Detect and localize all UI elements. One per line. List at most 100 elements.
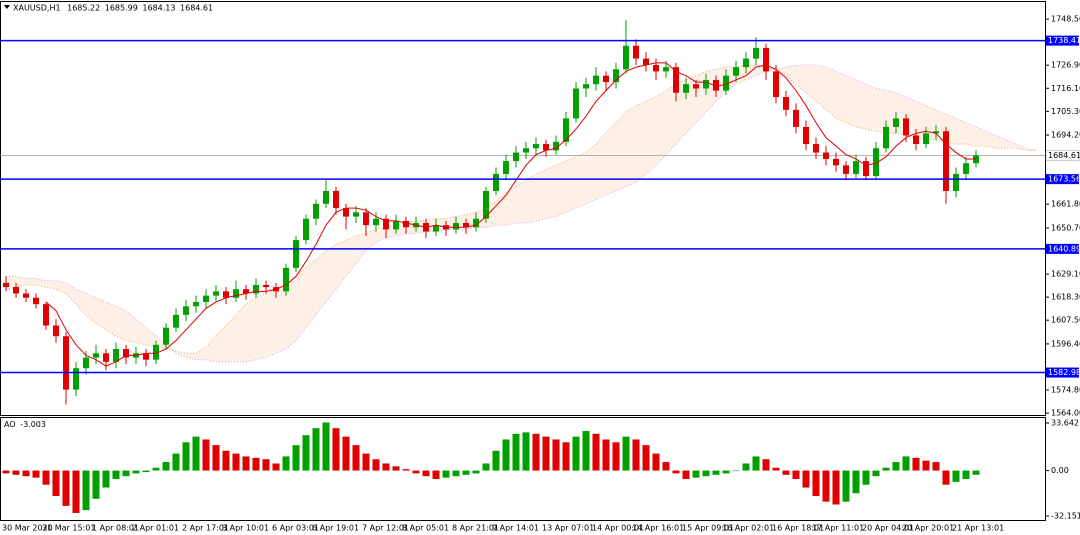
y-tick-label: 1694.20: [1051, 131, 1080, 140]
moving-average: [45, 62, 976, 367]
x-tick-label: 31 Mar 15:01: [42, 524, 95, 533]
ao-bar: [922, 460, 930, 471]
x-tick-label: 16 Apr 02:01: [722, 524, 774, 533]
ao-bar: [322, 422, 330, 471]
chart-header: XAUUSD,H1 1685.22 1685.99 1684.13 1684.6…: [13, 3, 213, 12]
ao-bar: [232, 453, 240, 471]
candle-body: [733, 67, 739, 76]
candle-body: [23, 293, 29, 298]
symbol: XAUUSD,H1: [13, 3, 61, 12]
ao-bar: [62, 470, 70, 506]
ao-bar: [652, 453, 660, 471]
ao-bar: [352, 445, 360, 471]
y-tick-label: 1618.30: [1051, 293, 1080, 302]
ao-bar: [682, 470, 690, 480]
candle-body: [223, 291, 229, 298]
candle-body: [73, 368, 79, 390]
ao-bar: [292, 445, 300, 471]
dropdown-icon[interactable]: [4, 5, 10, 9]
ao-bar: [302, 435, 310, 471]
ao-bar: [432, 470, 440, 480]
ao-bar: [92, 470, 100, 499]
ao-bar: [452, 470, 460, 477]
ao-bar: [662, 462, 670, 471]
ao-y-tick-label: 0.00: [1051, 466, 1069, 475]
ao-bar: [462, 470, 470, 475]
candle-body: [653, 64, 659, 72]
candle-body: [943, 131, 949, 191]
candle-body: [593, 75, 599, 85]
candle-body: [483, 190, 489, 219]
low: 1684.13: [142, 3, 175, 12]
ao-bar: [152, 467, 160, 471]
ao-bar: [252, 457, 260, 471]
candle-body: [383, 218, 389, 230]
ao-bar: [932, 462, 940, 471]
ao-bar: [42, 470, 50, 485]
ao-bar: [592, 433, 600, 471]
candle-body: [353, 212, 359, 217]
ao-bar: [952, 470, 960, 482]
y-tick-label: 1705.30: [1051, 107, 1080, 116]
ao-bar: [702, 470, 710, 477]
ao-bar: [862, 470, 870, 485]
ao-bar: [82, 470, 90, 511]
candle-body: [703, 79, 709, 89]
ao-bar: [882, 467, 890, 471]
candle-body: [743, 58, 749, 68]
ao-bar: [942, 470, 950, 485]
candle-body: [243, 289, 249, 294]
candle-body: [903, 118, 909, 136]
ao-bar: [832, 470, 840, 505]
candle-body: [453, 223, 459, 230]
candle-body: [753, 47, 759, 59]
ao-bar: [522, 432, 530, 471]
candle-body: [823, 152, 829, 159]
candle-body: [323, 190, 329, 204]
candle-body: [783, 97, 789, 110]
ao-bar: [792, 470, 800, 480]
candle-body: [363, 212, 369, 226]
y-tick-label: 1650.70: [1051, 223, 1080, 232]
candle-body: [933, 131, 939, 134]
candle-body: [603, 75, 609, 83]
candle-body: [153, 344, 159, 360]
ao-bar: [112, 470, 120, 480]
ao-bar: [482, 463, 490, 471]
ao-bar: [172, 453, 180, 471]
ao-bar: [192, 436, 200, 471]
ao-bar: [872, 470, 880, 477]
ao-bar: [412, 470, 420, 474]
candle-body: [193, 302, 199, 307]
ao-bar: [242, 456, 250, 471]
ao-bar: [722, 470, 730, 474]
ao-bar: [402, 469, 410, 471]
candle-body: [633, 45, 639, 59]
ao-bar: [622, 436, 630, 471]
x-tick-label: 13 Apr 07:01: [542, 524, 594, 533]
ao-value: -3.003: [20, 420, 46, 429]
ao-bar: [812, 470, 820, 496]
ao-bar: [602, 439, 610, 471]
candle-body: [3, 282, 9, 288]
ao-bar: [382, 463, 390, 471]
candle-body: [53, 325, 59, 337]
level-label: 1673.56: [1048, 175, 1080, 184]
ao-bar: [72, 470, 80, 513]
candle-body: [103, 353, 109, 362]
x-tick-label: 9 Apr 14:01: [492, 524, 539, 533]
candle-body: [553, 141, 559, 151]
x-tick-label: 8 Apr 05:01: [402, 524, 449, 533]
candle-body: [963, 163, 969, 174]
ao-bar: [822, 470, 830, 502]
plot-layer: 1748.50 1726.90 1716.10 1705.30 1694.20 1661.…: [0, 15, 1080, 533]
ao-bar: [912, 457, 920, 471]
candle-body: [583, 84, 589, 89]
y-tick-label: 1564.00: [1051, 409, 1080, 418]
ao-bar: [552, 439, 560, 471]
ao-bar: [492, 450, 500, 471]
x-tick-label: 14 Apr 00:01: [592, 524, 644, 533]
candle-body: [303, 218, 309, 241]
ao-y-tick-label: -32.151: [1051, 512, 1080, 521]
level-label: 1738.41: [1048, 36, 1080, 45]
